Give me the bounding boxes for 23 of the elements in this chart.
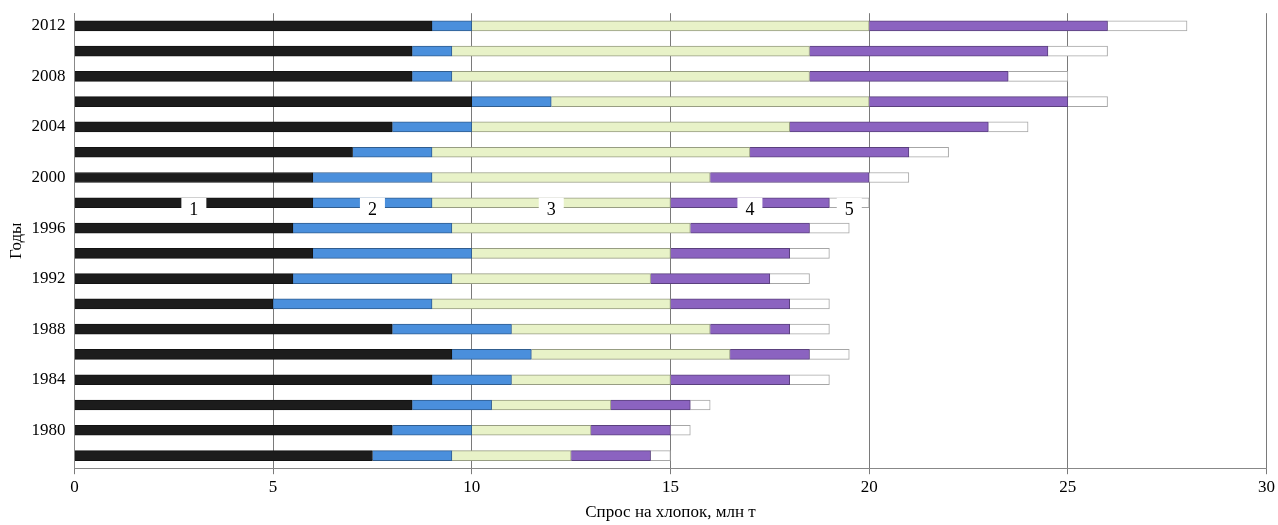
y-tick-label: 2000 [31,166,66,186]
y-tick-label: 1980 [31,419,66,439]
y-tick-label: 1992 [31,268,66,288]
y-tick-label: 2008 [31,65,66,85]
y-tick-label: 1996 [31,217,66,237]
x-tick-label: 30 [1258,476,1275,496]
x-tick-label: 25 [1059,476,1077,496]
x-tick-label: 0 [70,476,79,496]
x-tick-label: 15 [661,476,679,496]
y-tick-label: 1988 [31,318,66,338]
series-label: 2 [367,198,377,219]
x-tick-label: 10 [463,476,481,496]
x-axis-title: Спрос на хлопок, млн т [585,502,757,522]
series-label: 4 [745,198,755,219]
x-tick-label: 5 [268,476,278,496]
y-tick-label: 1984 [31,369,66,389]
y-tick-label: 2004 [31,116,66,136]
x-tick-label: 20 [860,476,878,496]
series-label: 3 [546,198,556,219]
series-label: 5 [844,198,854,219]
series-label: 1 [189,198,199,219]
y-tick-label: 2012 [31,15,66,35]
y-axis-title: Годы [5,221,25,259]
